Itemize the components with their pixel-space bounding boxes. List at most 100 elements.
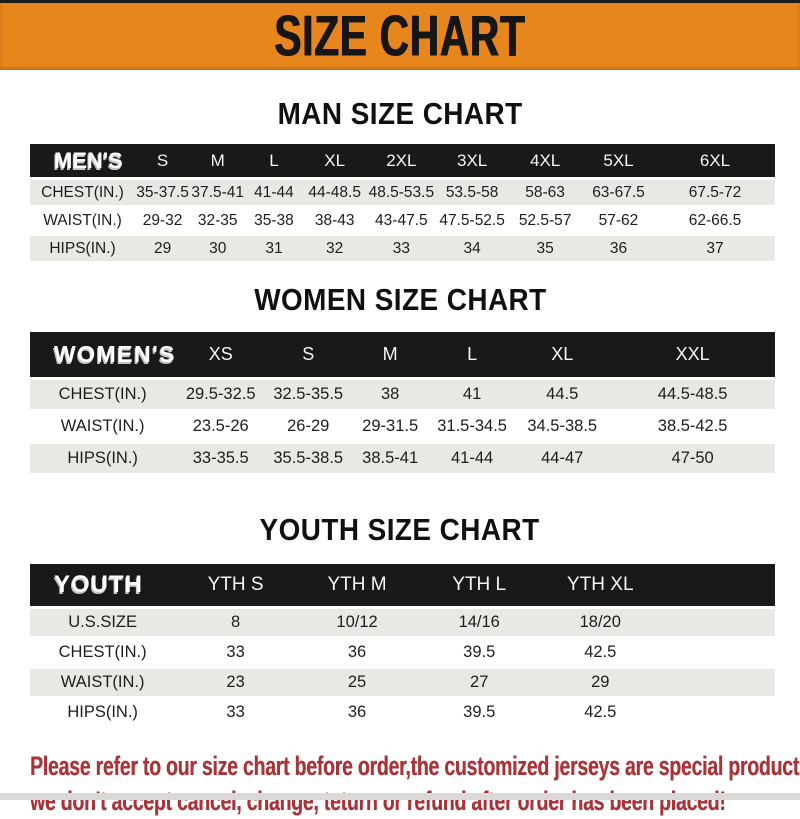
men-size-table: MEN'S S M L XL 2XL 3XL 4XL 5XL 6XL CHEST… (30, 144, 775, 264)
size-cell: 27 (418, 667, 541, 699)
table-row: CHEST(IN.) 33 36 39.5 42.5 (30, 637, 775, 669)
size-cell: 47.5-52.5 (435, 206, 509, 236)
size-cell: 37 (654, 234, 775, 264)
size-header: XL (302, 144, 367, 180)
row-label: HIPS(IN.) (30, 234, 136, 264)
size-cell: 23 (175, 667, 296, 699)
size-header: YTH M (295, 564, 419, 609)
size-cell: 23.5-26 (175, 410, 267, 444)
man-heading-text: MAN SIZE CHART (277, 96, 523, 131)
banner-title: SIZE CHART (274, 4, 526, 69)
size-cell: 29-31.5 (350, 410, 431, 444)
table-row: HIPS(IN.) 29 30 31 32 33 34 35 36 37 (30, 234, 775, 264)
row-label: WAIST(IN.) (30, 206, 136, 236)
empty-cell (660, 607, 775, 639)
size-header: YTH XL (540, 564, 661, 609)
size-cell: 44-48.5 (302, 178, 367, 208)
size-cell: 41-44 (430, 442, 515, 476)
youth-heading-text: YOUTH SIZE CHART (259, 512, 541, 547)
women-heading-text: WOMEN SIZE CHART (253, 282, 547, 317)
size-cell: 38.5-41 (350, 442, 431, 476)
table-row: WAIST(IN.) 29-32 32-35 35-38 38-43 43-47… (30, 206, 775, 236)
size-cell: 57-62 (581, 206, 655, 236)
notice-line-2: we don't accept cancel, change, teturn o… (30, 786, 726, 816)
size-cell: 35 (508, 234, 582, 264)
size-cell: 38 (350, 378, 431, 412)
men-header-row: MEN'S S M L XL 2XL 3XL 4XL 5XL 6XL (30, 144, 775, 180)
table-row: CHEST(IN.) 35-37.5 37.5-41 41-44 44-48.5… (30, 178, 775, 208)
size-header: YTH L (418, 564, 541, 609)
women-header-row: WOMEN'S XS S M L XL XXL (30, 332, 775, 380)
table-row: U.S.SIZE 8 10/12 14/16 18/20 (30, 607, 775, 639)
size-cell: 41 (430, 378, 515, 412)
man-section-heading: MAN SIZE CHART (0, 96, 800, 132)
women-section-heading: WOMEN SIZE CHART (0, 282, 800, 318)
size-header: L (430, 332, 515, 380)
size-cell: 33 (175, 637, 296, 669)
size-header: YTH S (175, 564, 296, 609)
size-header: M (190, 144, 246, 180)
row-label: HIPS(IN.) (30, 697, 176, 729)
size-cell: 35-38 (245, 206, 303, 236)
size-cell: 30 (190, 234, 246, 264)
size-cell: 14/16 (418, 607, 541, 639)
size-header: XS (175, 332, 267, 380)
size-cell: 33-35.5 (175, 442, 267, 476)
table-row: WAIST(IN.) 23 25 27 29 (30, 667, 775, 699)
size-cell: 31.5-34.5 (430, 410, 515, 444)
youth-table-title: YOUTH (30, 564, 176, 609)
size-cell: 63-67.5 (581, 178, 655, 208)
empty-cell (660, 637, 775, 669)
size-cell: 42.5 (540, 697, 661, 729)
size-cell: 38-43 (302, 206, 367, 236)
size-cell: 53.5-58 (435, 178, 509, 208)
size-cell: 18/20 (540, 607, 661, 639)
row-label: WAIST(IN.) (30, 667, 176, 699)
size-cell: 29 (540, 667, 661, 699)
size-cell: 44.5 (514, 378, 611, 412)
size-cell: 43-47.5 (366, 206, 436, 236)
size-header: 4XL (508, 144, 582, 180)
size-cell: 36 (295, 637, 419, 669)
size-cell: 44-47 (514, 442, 611, 476)
size-cell: 37.5-41 (190, 178, 246, 208)
empty-cell (660, 564, 775, 609)
youth-size-table: YOUTH YTH S YTH M YTH L YTH XL U.S.SIZE … (30, 564, 775, 729)
size-cell: 48.5-53.5 (366, 178, 436, 208)
size-cell: 29-32 (135, 206, 191, 236)
size-header: 5XL (581, 144, 655, 180)
table-row: HIPS(IN.) 33-35.5 35.5-38.5 38.5-41 41-4… (30, 442, 775, 476)
row-label: CHEST(IN.) (30, 178, 136, 208)
row-label: HIPS(IN.) (30, 442, 176, 476)
size-cell: 44.5-48.5 (610, 378, 775, 412)
size-header: M (350, 332, 431, 380)
women-size-table: WOMEN'S XS S M L XL XXL CHEST(IN.) 29.5-… (30, 332, 775, 476)
women-table-title: WOMEN'S (30, 332, 176, 380)
youth-section-heading: YOUTH SIZE CHART (0, 512, 800, 548)
table-row: WAIST(IN.) 23.5-26 26-29 29-31.5 31.5-34… (30, 410, 775, 444)
size-header: XL (514, 332, 611, 380)
table-row: HIPS(IN.) 33 36 39.5 42.5 (30, 697, 775, 729)
youth-header-row: YOUTH YTH S YTH M YTH L YTH XL (30, 564, 775, 609)
row-label: U.S.SIZE (30, 607, 176, 639)
size-header: 2XL (366, 144, 436, 180)
size-cell: 29 (135, 234, 191, 264)
size-cell: 34 (435, 234, 509, 264)
row-label: CHEST(IN.) (30, 637, 176, 669)
size-cell: 34.5-38.5 (514, 410, 611, 444)
size-header: L (245, 144, 303, 180)
order-notice: Please refer to our size chart before or… (30, 749, 800, 819)
size-cell: 32-35 (190, 206, 246, 236)
size-cell: 35.5-38.5 (266, 442, 351, 476)
size-cell: 29.5-32.5 (175, 378, 267, 412)
size-cell: 35-37.5 (135, 178, 191, 208)
size-cell: 36 (581, 234, 655, 264)
size-cell: 38.5-42.5 (610, 410, 775, 444)
size-cell: 67.5-72 (654, 178, 775, 208)
size-cell: 32 (302, 234, 367, 264)
empty-cell (660, 667, 775, 699)
bottom-edge-strip (0, 793, 800, 800)
size-cell: 39.5 (418, 697, 541, 729)
size-header: 6XL (654, 144, 775, 180)
size-cell: 33 (366, 234, 436, 264)
